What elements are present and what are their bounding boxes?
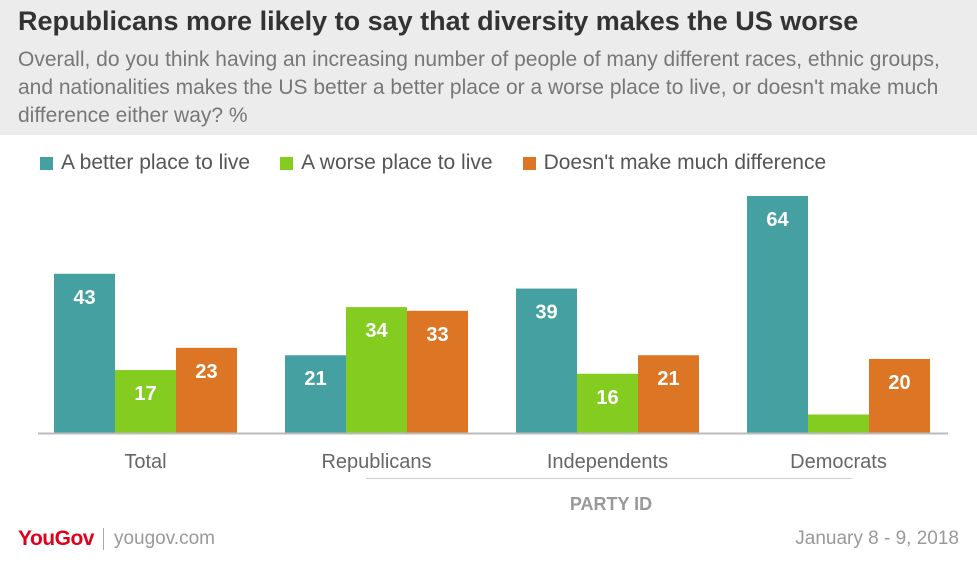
chart-subtitle: Overall, do you think having an increasi… (18, 48, 940, 127)
data-label: 64 (766, 209, 789, 231)
legend-swatch (522, 156, 536, 170)
bar-democrats-a-better-place-to-live (747, 196, 808, 433)
data-label: 43 (73, 287, 95, 309)
legend-item-a-better-place-to-live: A better place to live (40, 151, 250, 175)
chart-title: Republicans more likely to say that dive… (18, 6, 859, 36)
site-url: yougov.com (113, 528, 215, 549)
data-label: 23 (195, 361, 217, 383)
data-label: 39 (535, 302, 557, 324)
legend-swatch (280, 156, 294, 170)
bar-independents-a-worse-place-to-live (577, 373, 638, 433)
bar-republicans-a-better-place-to-live (285, 355, 346, 433)
category-label-total: Total (124, 451, 166, 473)
legend-label: A better place to live (61, 151, 251, 174)
bar-republicans-doesn-t-make-much-difference (407, 310, 468, 433)
data-label: 17 (134, 383, 156, 405)
bar-democrats-doesn-t-make-much-difference (869, 358, 930, 433)
bar-republicans-a-worse-place-to-live (346, 307, 407, 433)
legend-label: A worse place to live (301, 151, 493, 174)
bar-independents-doesn-t-make-much-difference (638, 355, 699, 433)
category-label-independents: Independents (547, 451, 668, 473)
data-label: 5 (833, 393, 844, 415)
legend: A better place to live A worse place to l… (40, 148, 856, 178)
logo-divider (102, 528, 104, 550)
footer-logo: YouGov yougov.com (18, 527, 215, 551)
legend-swatch (40, 156, 53, 170)
party-id-group-label: PARTY ID (570, 494, 652, 514)
data-label: 21 (304, 368, 326, 390)
legend-item-doesn-t-make-much-difference: Doesn't make much difference (522, 151, 827, 175)
legend-item-a-worse-place-to-live: A worse place to live (280, 151, 493, 175)
category-label-republicans: Republicans (321, 451, 431, 473)
bar-total-a-better-place-to-live (54, 273, 115, 433)
data-label: 34 (365, 320, 388, 342)
data-label: 20 (888, 372, 910, 394)
bar-independents-a-better-place-to-live (516, 288, 577, 433)
legend-label: Doesn't make much difference (543, 151, 827, 174)
data-label: 21 (657, 368, 679, 390)
data-label: 16 (596, 387, 618, 409)
category-label-democrats: Democrats (790, 451, 887, 473)
yougov-logo: YouGov (18, 527, 94, 550)
bar-total-doesn-t-make-much-difference (176, 347, 237, 433)
data-label: 33 (426, 324, 448, 346)
bar-total-a-worse-place-to-live (115, 370, 176, 433)
bar-democrats-a-worse-place-to-live (808, 414, 869, 433)
header-panel: Republicans more likely to say that dive… (0, 0, 977, 135)
survey-date: January 8 - 9, 2018 (795, 528, 959, 549)
